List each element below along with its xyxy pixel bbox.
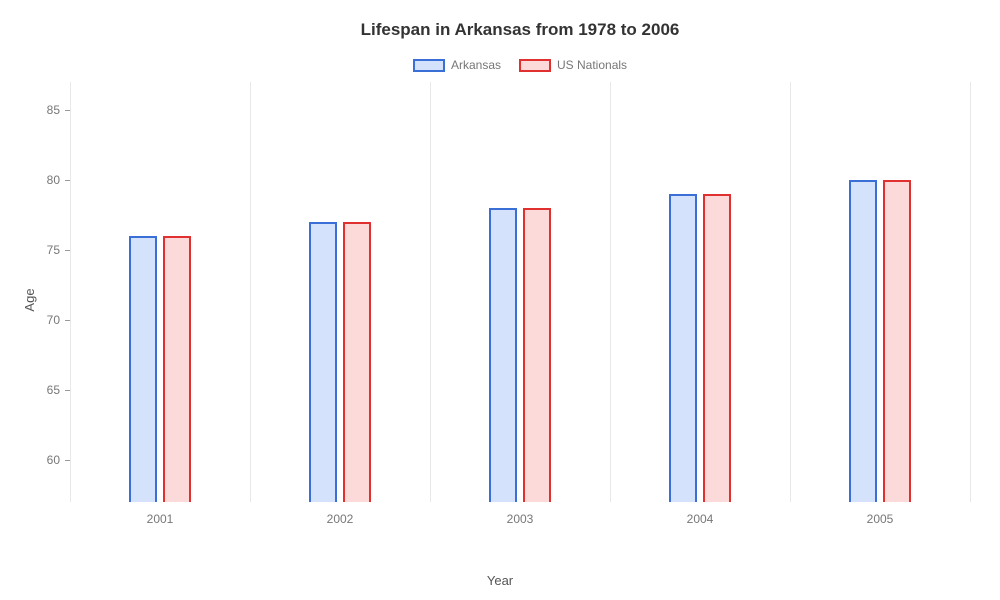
y-tick-label: 70 [47, 313, 60, 327]
bar [343, 222, 371, 502]
bar [883, 180, 911, 502]
x-tick-label: 2002 [327, 512, 354, 526]
bar [489, 208, 517, 502]
y-tick-label: 60 [47, 453, 60, 467]
legend-label-arkansas: Arkansas [451, 58, 501, 72]
y-tick-mark [65, 390, 70, 391]
x-tick-label: 2004 [687, 512, 714, 526]
grid-line [610, 82, 611, 502]
bar [523, 208, 551, 502]
y-tick-mark [65, 110, 70, 111]
bar [703, 194, 731, 502]
bar [849, 180, 877, 502]
grid-line [430, 82, 431, 502]
x-tick-label: 2003 [507, 512, 534, 526]
y-tick-mark [65, 250, 70, 251]
y-tick-label: 80 [47, 173, 60, 187]
y-tick-mark [65, 180, 70, 181]
bar [163, 236, 191, 502]
x-axis-title: Year [487, 573, 513, 588]
legend-item-arkansas: Arkansas [413, 58, 501, 72]
grid-line [970, 82, 971, 502]
plot-area: 60657075808520012002200320042005 [70, 82, 970, 502]
y-tick-mark [65, 320, 70, 321]
y-tick-mark [65, 460, 70, 461]
legend: Arkansas US Nationals [70, 58, 970, 72]
x-tick-label: 2005 [867, 512, 894, 526]
chart-container: Lifespan in Arkansas from 1978 to 2006 A… [0, 0, 1000, 600]
grid-line [250, 82, 251, 502]
legend-swatch-us [519, 59, 551, 72]
y-tick-label: 75 [47, 243, 60, 257]
bar [669, 194, 697, 502]
legend-label-us: US Nationals [557, 58, 627, 72]
y-tick-label: 85 [47, 103, 60, 117]
legend-swatch-arkansas [413, 59, 445, 72]
y-tick-label: 65 [47, 383, 60, 397]
grid-line [790, 82, 791, 502]
chart-title: Lifespan in Arkansas from 1978 to 2006 [70, 20, 970, 40]
bar [309, 222, 337, 502]
grid-line [70, 82, 71, 502]
bar [129, 236, 157, 502]
y-axis-title: Age [22, 288, 37, 311]
legend-item-us: US Nationals [519, 58, 627, 72]
x-tick-label: 2001 [147, 512, 174, 526]
